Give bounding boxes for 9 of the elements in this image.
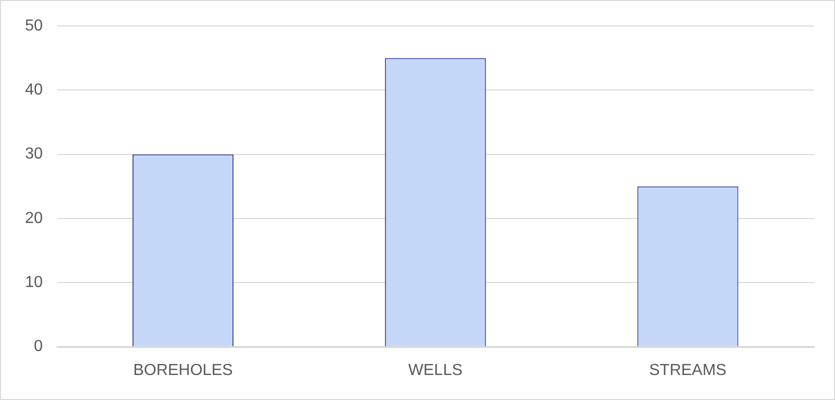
y-tick-label: 30 — [25, 146, 43, 163]
y-tick-label: 20 — [25, 210, 43, 227]
y-tick-label: 0 — [34, 338, 43, 356]
x-tick-label: STREAMS — [649, 362, 726, 379]
x-tick-label: BOREHOLES — [133, 362, 233, 379]
x-tick-label: WELLS — [408, 362, 463, 379]
y-tick-label: 40 — [25, 82, 43, 99]
y-tick-label: 10 — [25, 274, 43, 292]
y-tick-label: 50 — [25, 17, 43, 34]
